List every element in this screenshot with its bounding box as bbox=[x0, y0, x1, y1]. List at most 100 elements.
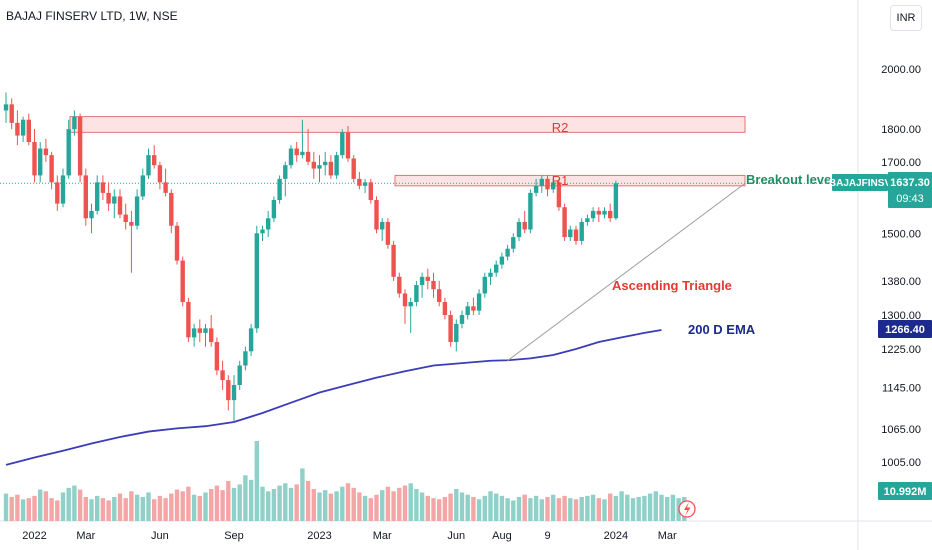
candle[interactable] bbox=[266, 211, 270, 237]
candle[interactable] bbox=[454, 319, 458, 351]
candle[interactable] bbox=[101, 175, 105, 200]
candle[interactable] bbox=[597, 207, 601, 222]
candle[interactable] bbox=[243, 347, 247, 371]
candle[interactable] bbox=[289, 145, 293, 168]
candle[interactable] bbox=[602, 207, 606, 218]
candle[interactable] bbox=[369, 179, 373, 204]
candle[interactable] bbox=[175, 222, 179, 265]
candle[interactable] bbox=[249, 324, 253, 356]
candle[interactable] bbox=[317, 155, 321, 182]
candle[interactable] bbox=[118, 189, 122, 218]
r1-zone[interactable] bbox=[395, 175, 745, 185]
candle[interactable] bbox=[146, 149, 150, 179]
candle[interactable] bbox=[21, 117, 25, 142]
candle[interactable] bbox=[340, 129, 344, 158]
candle[interactable] bbox=[141, 169, 145, 200]
candle[interactable] bbox=[169, 189, 173, 233]
candle[interactable] bbox=[84, 169, 88, 226]
candle[interactable] bbox=[38, 142, 42, 182]
candle[interactable] bbox=[426, 269, 430, 290]
candle[interactable] bbox=[380, 218, 384, 241]
candle[interactable] bbox=[78, 114, 82, 183]
candle[interactable] bbox=[460, 311, 464, 329]
candle[interactable] bbox=[414, 281, 418, 306]
candle[interactable] bbox=[124, 204, 128, 230]
ema-200-line[interactable] bbox=[6, 330, 662, 465]
candle[interactable] bbox=[505, 245, 509, 261]
candle[interactable] bbox=[10, 98, 14, 129]
candle[interactable] bbox=[334, 152, 338, 179]
candle[interactable] bbox=[260, 226, 264, 241]
candle[interactable] bbox=[277, 175, 281, 203]
candle[interactable] bbox=[494, 261, 498, 277]
candle[interactable] bbox=[585, 215, 589, 226]
candle[interactable] bbox=[391, 241, 395, 281]
candle[interactable] bbox=[209, 315, 213, 347]
candle[interactable] bbox=[152, 145, 156, 168]
candle[interactable] bbox=[95, 175, 99, 214]
candle[interactable] bbox=[574, 226, 578, 245]
candle[interactable] bbox=[192, 324, 196, 347]
candle[interactable] bbox=[471, 298, 475, 315]
candle[interactable] bbox=[232, 375, 236, 421]
candle[interactable] bbox=[163, 169, 167, 197]
candle[interactable] bbox=[215, 337, 219, 375]
candle[interactable] bbox=[272, 196, 276, 222]
candle[interactable] bbox=[238, 361, 242, 390]
volume-value-badge[interactable]: 10.992M bbox=[878, 482, 932, 500]
candle[interactable] bbox=[220, 361, 224, 390]
candle[interactable] bbox=[306, 129, 310, 165]
candle[interactable] bbox=[112, 189, 116, 218]
candle[interactable] bbox=[580, 218, 584, 245]
last-price-badge[interactable]: 1637.30 09:43 bbox=[888, 172, 932, 208]
candle[interactable] bbox=[106, 182, 110, 211]
candle[interactable] bbox=[614, 181, 618, 221]
candle[interactable] bbox=[15, 110, 19, 145]
candle[interactable] bbox=[420, 273, 424, 298]
candle[interactable] bbox=[135, 189, 139, 229]
candle[interactable] bbox=[44, 139, 48, 162]
candle[interactable] bbox=[523, 211, 527, 233]
candle[interactable] bbox=[295, 142, 299, 162]
candle[interactable] bbox=[4, 92, 8, 123]
candle[interactable] bbox=[55, 175, 59, 210]
ema-value-badge[interactable]: 1266.40 bbox=[878, 320, 932, 338]
symbol-tag[interactable]: BAJAJFINSV bbox=[829, 174, 892, 191]
candle[interactable] bbox=[129, 211, 133, 273]
candle[interactable] bbox=[27, 114, 31, 146]
candle[interactable] bbox=[352, 155, 356, 182]
candle[interactable] bbox=[158, 162, 162, 190]
candle[interactable] bbox=[357, 172, 361, 189]
candle[interactable] bbox=[397, 273, 401, 298]
candle[interactable] bbox=[374, 196, 378, 233]
candle[interactable] bbox=[591, 207, 595, 222]
candle[interactable] bbox=[226, 375, 230, 410]
candle[interactable] bbox=[443, 298, 447, 320]
candle[interactable] bbox=[528, 189, 532, 233]
candle[interactable] bbox=[568, 226, 572, 241]
candle[interactable] bbox=[431, 273, 435, 298]
r2-zone[interactable] bbox=[70, 117, 745, 133]
candle[interactable] bbox=[517, 218, 521, 241]
candle[interactable] bbox=[511, 233, 515, 252]
candle[interactable] bbox=[477, 289, 481, 315]
lightning-icon[interactable] bbox=[679, 501, 695, 517]
candle[interactable] bbox=[488, 269, 492, 285]
candle[interactable] bbox=[608, 204, 612, 222]
candle[interactable] bbox=[283, 162, 287, 197]
candle[interactable] bbox=[312, 152, 316, 179]
candle[interactable] bbox=[562, 204, 566, 241]
candle[interactable] bbox=[500, 253, 504, 269]
candle[interactable] bbox=[198, 319, 202, 342]
candle[interactable] bbox=[403, 289, 407, 324]
candle[interactable] bbox=[203, 324, 207, 347]
candle[interactable] bbox=[466, 302, 470, 319]
candle[interactable] bbox=[181, 257, 185, 307]
candle[interactable] bbox=[61, 169, 65, 208]
candle[interactable] bbox=[386, 218, 390, 248]
candle[interactable] bbox=[255, 226, 259, 333]
candle[interactable] bbox=[363, 179, 367, 193]
candle[interactable] bbox=[323, 152, 327, 176]
candle[interactable] bbox=[32, 129, 36, 182]
candle[interactable] bbox=[186, 298, 190, 342]
